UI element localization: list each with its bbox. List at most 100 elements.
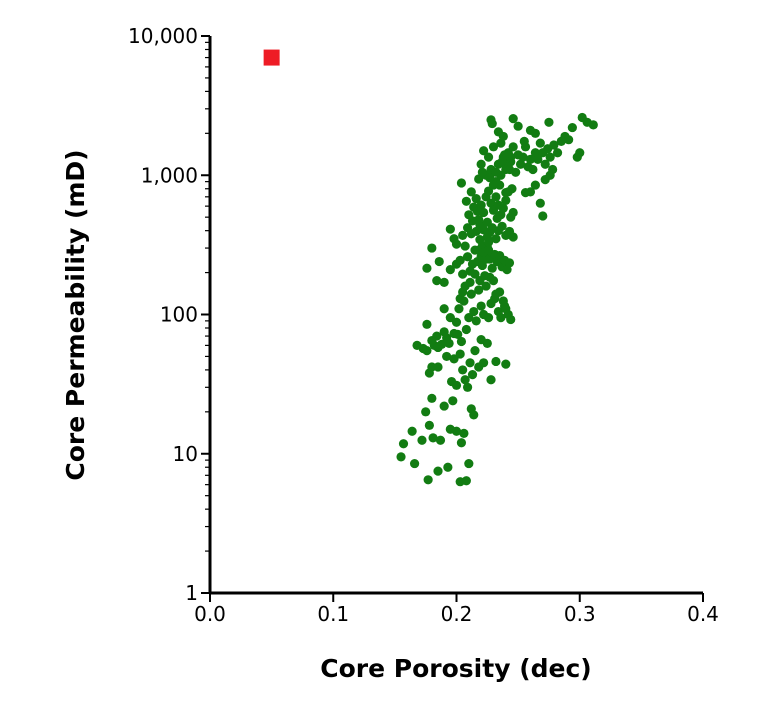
x-tick-label: 0.0 [194,602,226,626]
data-point [442,333,452,343]
data-point [424,420,434,430]
data-point [435,435,446,445]
data-point [506,314,516,325]
data-point [530,180,540,190]
data-point [485,173,495,183]
data-point [485,272,495,282]
y-axis: 1 10 100 1,000 10,000 [128,24,212,605]
data-point [398,439,409,449]
x-tick-label: 0.3 [564,602,596,626]
x-tick-label: 0.1 [317,602,349,626]
data-point [448,396,458,406]
data-point [467,370,478,380]
data-point [481,281,491,291]
data-point [535,198,545,208]
x-tick-label: 0.4 [687,602,719,626]
data-point [490,294,500,304]
data-point [588,120,598,130]
data-point [488,180,499,190]
data-point [501,359,511,369]
data-point [491,234,501,244]
data-point [496,313,506,323]
data-point [432,276,442,286]
data-point [456,336,467,347]
data-point [451,380,462,390]
data-point [525,154,536,164]
data-point [422,263,432,273]
data-point [564,135,574,145]
data-point [466,289,476,299]
data-point [477,167,487,177]
data-point [491,356,501,367]
x-axis-title: Core Porosity (dec) [320,654,591,683]
data-point [504,258,515,268]
data-point [501,195,511,205]
data-point [456,178,467,188]
data-point [455,255,465,265]
data-point [575,148,585,158]
data-point [513,121,523,131]
data-point [460,375,470,385]
data-point [492,213,502,223]
data-point [476,301,486,311]
data-point [442,351,452,362]
data-point [428,433,438,443]
data-point [545,152,555,162]
x-axis: 0.0 0.1 0.2 0.3 0.4 [194,591,719,626]
data-point [533,154,543,164]
data-point [451,239,462,249]
data-point [445,265,455,275]
y-tick-label: 100 [160,303,198,327]
data-point [474,174,484,184]
data-point [451,317,462,327]
data-point [486,375,496,385]
y-axis-title: Core Permeability (mD) [61,149,90,480]
data-point [515,159,526,169]
data-point [567,122,577,133]
data-point [449,354,459,364]
data-point [455,349,465,359]
data-point [427,393,437,403]
data-point [443,462,453,472]
data-point [507,184,517,194]
data-point [528,164,538,175]
data-point [469,410,479,420]
data-point [461,324,471,335]
data-point [464,458,474,469]
data-point [483,313,494,323]
data-point [439,401,449,411]
data-point [434,256,444,267]
y-tick-label: 10,000 [128,24,198,48]
data-point [462,382,473,392]
x-tick-label: 0.2 [441,602,473,626]
data-point [433,342,443,353]
data-point [462,252,473,262]
data-point [470,346,480,356]
data-point [508,207,518,218]
data-point [518,152,528,162]
data-point [479,358,489,368]
data-point [460,241,470,251]
y-tick-label: 1,000 [141,163,198,187]
data-point [483,245,494,255]
data-point [544,117,554,127]
data-point [422,319,432,329]
data-point [456,438,467,448]
data-point [486,198,496,208]
data-point [479,146,489,156]
data-point [525,187,536,197]
data-point [427,335,437,346]
data-point [445,224,455,234]
data-point [488,142,499,152]
data-point [476,159,486,169]
data-point [504,164,515,175]
data-point [439,277,449,288]
data-point [530,128,540,138]
data-point [491,192,501,202]
data-point [407,426,417,436]
data-point [433,362,443,372]
data-point [508,232,518,242]
data-point [417,435,427,445]
data-point [535,138,545,148]
data-point [454,304,464,314]
